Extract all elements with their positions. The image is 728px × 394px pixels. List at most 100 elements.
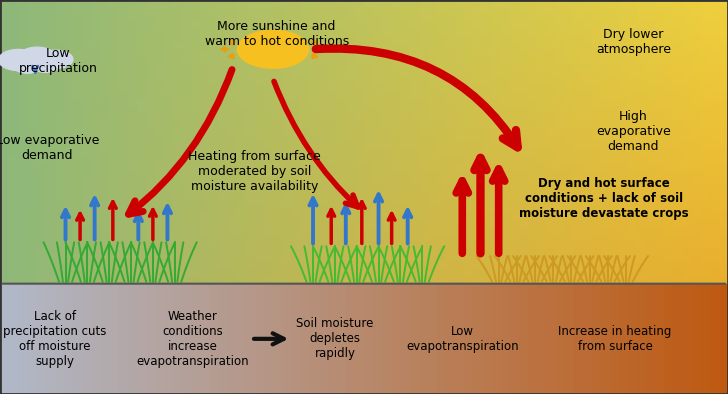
Bar	[118, 85, 127, 92]
Bar	[510, 7, 519, 14]
Bar	[373, 277, 382, 284]
Bar	[328, 284, 337, 394]
Bar	[36, 191, 45, 199]
Bar	[646, 85, 655, 92]
Bar	[355, 241, 364, 248]
Bar	[109, 269, 119, 277]
Bar	[64, 64, 73, 71]
Bar	[182, 170, 191, 177]
Bar	[55, 14, 64, 21]
Bar	[100, 262, 109, 269]
Bar	[182, 128, 191, 135]
Bar	[246, 106, 255, 113]
Bar	[227, 92, 237, 99]
Bar	[628, 156, 637, 163]
Bar	[646, 220, 655, 227]
Bar	[373, 220, 382, 227]
Bar	[246, 163, 255, 170]
Bar	[610, 199, 619, 206]
Bar	[137, 50, 146, 57]
Bar	[55, 227, 64, 234]
Bar	[246, 135, 255, 142]
Bar	[64, 170, 73, 177]
Bar	[237, 269, 246, 277]
Bar	[555, 28, 564, 35]
Bar	[301, 106, 309, 113]
Bar	[601, 0, 610, 7]
Bar	[519, 113, 528, 121]
Bar	[710, 78, 719, 85]
Bar	[719, 277, 728, 284]
Bar	[200, 142, 210, 149]
Bar	[655, 213, 665, 220]
Bar	[118, 128, 127, 135]
Text: Low evaporative
demand: Low evaporative demand	[0, 134, 99, 162]
Bar	[710, 277, 719, 284]
Bar	[64, 156, 73, 163]
Bar	[546, 199, 555, 206]
Bar	[537, 213, 546, 220]
Bar	[455, 206, 464, 213]
Bar	[154, 177, 164, 184]
Bar	[210, 128, 218, 135]
Bar	[291, 92, 300, 99]
Bar	[619, 199, 628, 206]
Bar	[191, 199, 200, 206]
Bar	[273, 135, 282, 142]
Bar	[692, 163, 701, 170]
Bar	[491, 28, 501, 35]
Bar	[301, 163, 309, 170]
Bar	[701, 43, 710, 50]
Bar	[409, 92, 419, 99]
Bar	[446, 85, 455, 92]
Bar	[264, 269, 273, 277]
Bar	[82, 35, 91, 43]
Bar	[428, 241, 437, 248]
Bar	[528, 113, 537, 121]
Bar	[710, 199, 719, 206]
Bar	[710, 163, 719, 170]
Bar	[392, 241, 400, 248]
Bar	[28, 0, 36, 7]
Bar	[191, 191, 200, 199]
Bar	[382, 106, 392, 113]
Bar	[227, 170, 237, 177]
Bar	[501, 7, 510, 14]
Bar	[346, 234, 355, 241]
Bar	[373, 255, 382, 262]
Bar	[346, 277, 355, 284]
Bar	[9, 269, 18, 277]
Bar	[400, 177, 409, 184]
Bar	[291, 255, 300, 262]
Bar	[664, 284, 673, 394]
Bar	[546, 128, 555, 135]
Bar	[73, 213, 82, 220]
Bar	[282, 227, 291, 234]
Bar	[464, 71, 473, 78]
Bar	[9, 21, 18, 28]
Bar	[382, 14, 392, 21]
Bar	[173, 57, 182, 64]
Bar	[710, 57, 719, 64]
Bar	[301, 85, 309, 92]
Bar	[692, 234, 701, 241]
Bar	[437, 284, 446, 394]
Bar	[446, 206, 455, 213]
Bar	[309, 64, 319, 71]
Bar	[637, 213, 646, 220]
Bar	[555, 0, 564, 7]
Bar	[91, 0, 100, 7]
Bar	[382, 234, 392, 241]
Bar	[0, 113, 9, 121]
Bar	[218, 113, 227, 121]
Bar	[200, 135, 210, 142]
Bar	[45, 220, 55, 227]
Bar	[710, 14, 719, 21]
Bar	[628, 21, 637, 28]
Bar	[18, 177, 28, 184]
Bar	[400, 57, 409, 64]
Bar	[200, 255, 210, 262]
Bar	[437, 170, 446, 177]
Bar	[328, 57, 337, 64]
Bar	[719, 177, 728, 184]
